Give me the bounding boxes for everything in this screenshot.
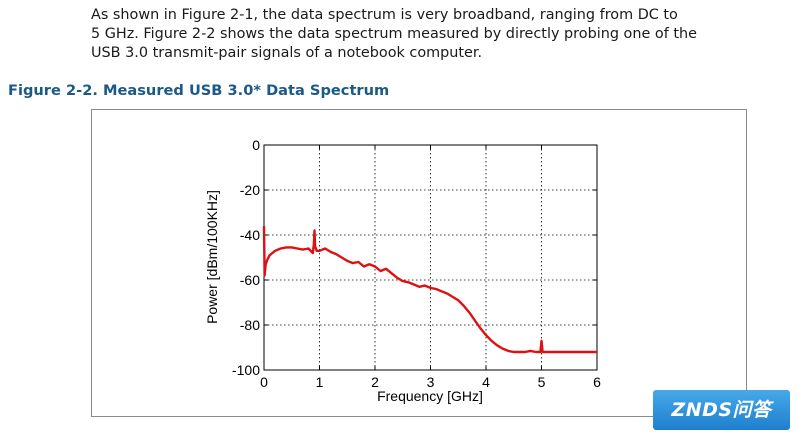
x-tick-labels: 0 1 2 3 4 5 6 [260,374,601,390]
y-tick-label: -20 [240,182,260,198]
y-tick-label: -100 [232,362,260,378]
x-tick-label: 1 [316,374,324,390]
y-tick-labels: 0 -20 -40 -60 -80 -100 [232,137,260,378]
znds-watermark-logo: ZNDS问答 [653,390,790,430]
figure-frame [91,109,747,417]
paragraph: As shown in Figure 2-1, the data spectru… [91,6,771,63]
spectrum-series-line [262,225,597,354]
x-tick-label: 5 [538,374,546,390]
x-axis-label: Frequency [GHz] [377,388,483,404]
y-tick-label: 0 [252,137,260,153]
x-tick-label: 0 [260,374,268,390]
x-tick-label: 6 [593,374,601,390]
x-tick-label: 2 [371,374,379,390]
x-tick-label: 3 [427,374,435,390]
y-axis-label: Power [dBm/100KHz] [204,190,220,324]
figure-title: Figure 2-2. Measured USB 3.0* Data Spect… [8,82,390,99]
paragraph-line: USB 3.0 transmit-pair signals of a noteb… [91,45,483,61]
x-tick-label: 4 [482,374,490,390]
chart-ticks [263,144,598,371]
y-tick-label: -40 [240,227,260,243]
y-tick-label: -80 [240,317,260,333]
paragraph-line: 5 GHz. Figure 2-2 shows the data spectru… [91,26,697,42]
chart-grid [264,145,597,370]
y-tick-label: -60 [240,272,260,288]
paragraph-line: As shown in Figure 2-1, the data spectru… [91,7,678,23]
